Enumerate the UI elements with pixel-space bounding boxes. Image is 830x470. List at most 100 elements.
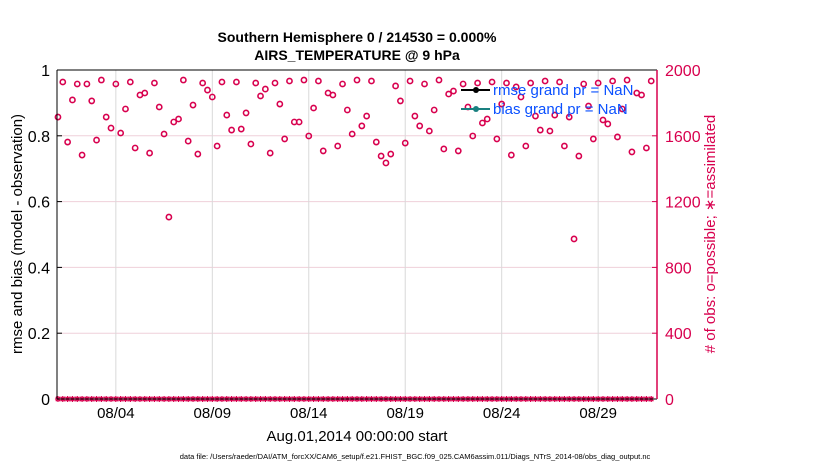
possible-obs-point <box>450 87 457 95</box>
possible-obs-point <box>179 76 187 84</box>
grid <box>57 70 657 399</box>
possible-obs-point <box>469 132 477 140</box>
possible-obs-point <box>614 133 621 141</box>
possible-obs-point <box>474 79 481 87</box>
possible-obs-point <box>387 150 395 158</box>
possible-obs-point <box>623 76 631 84</box>
possible-obs-point <box>618 105 626 113</box>
possible-obs-point <box>170 118 178 126</box>
possible-obs-point <box>78 151 86 159</box>
possible-obs-point <box>281 135 289 143</box>
possible-obs-point <box>411 112 419 120</box>
possible-obs-point <box>141 89 149 97</box>
possible-obs-point <box>237 125 245 133</box>
possible-obs-point <box>73 80 81 88</box>
possible-obs-point <box>642 144 650 152</box>
x-axis-label: Aug.01,2014 00:00:00 start <box>267 428 449 445</box>
possible-obs-point <box>276 100 284 108</box>
possible-obs-point <box>131 144 139 152</box>
possible-obs-point <box>88 97 96 105</box>
x-tick-label: 08/14 <box>290 405 328 422</box>
legend-bias-marker <box>473 106 479 112</box>
possible-obs-point <box>368 77 375 85</box>
chart-title-line2: AIRS_TEMPERATURE @ 9 hPa <box>254 47 460 63</box>
possible-obs-point <box>155 103 163 111</box>
possible-obs-point <box>97 76 105 84</box>
possible-obs-point <box>83 80 91 88</box>
possible-obs-point <box>440 145 448 153</box>
possible-obs-point <box>107 124 115 132</box>
possible-obs-point <box>483 115 491 123</box>
possible-obs-point <box>406 77 414 85</box>
possible-obs-point <box>329 91 337 99</box>
possible-obs-point <box>228 126 235 134</box>
right-tick-label: 1600 <box>665 129 701 146</box>
possible-obs-point <box>522 142 530 150</box>
possible-obs-point <box>184 137 192 145</box>
possible-obs-point <box>146 149 154 157</box>
possible-obs-point <box>339 80 346 88</box>
possible-obs-point <box>233 78 240 86</box>
possible-obs-point <box>353 76 361 84</box>
left-tick-label: 0.2 <box>28 326 50 343</box>
possible-obs-point <box>261 85 269 93</box>
possible-obs-point <box>507 151 515 159</box>
legend-rmse-label: rmse grand pr = NaN <box>493 82 633 99</box>
possible-obs-point <box>560 142 568 150</box>
possible-obs-point <box>541 77 549 85</box>
possible-obs-point <box>416 122 424 130</box>
x-tick-label: 08/29 <box>579 405 617 422</box>
possible-obs-point <box>421 80 428 88</box>
possible-obs-point <box>223 111 231 119</box>
possible-obs-point <box>266 149 274 157</box>
possible-obs-point <box>112 80 120 88</box>
x-tick-label: 08/09 <box>194 405 232 422</box>
possible-obs-point <box>160 130 168 138</box>
possible-obs-point <box>638 91 645 99</box>
possible-obs-point <box>358 122 366 130</box>
possible-obs-point <box>194 150 202 158</box>
possible-obs-point <box>117 129 125 137</box>
left-tick-label: 0.4 <box>28 260 50 277</box>
possible-obs-point <box>204 86 211 94</box>
possible-obs-point <box>257 92 264 100</box>
data-marks <box>54 76 655 402</box>
possible-obs-point <box>454 147 462 155</box>
possible-obs-point <box>594 79 602 87</box>
possible-obs-point <box>363 112 371 120</box>
right-tick-label: 2000 <box>665 63 701 80</box>
possible-obs-point <box>580 80 588 88</box>
possible-obs-point <box>252 79 260 87</box>
possible-obs-point <box>189 101 197 109</box>
possible-obs-point <box>93 136 100 144</box>
data-file-footer: data file: /Users/raeder/DAI/ATM_forcXX/… <box>180 452 651 461</box>
possible-obs-point <box>343 106 351 114</box>
possible-obs-point <box>551 111 559 119</box>
possible-obs-point <box>218 78 226 86</box>
possible-obs-point <box>565 113 573 121</box>
possible-obs-point <box>348 130 356 138</box>
possible-obs-point <box>334 142 342 150</box>
left-tick-label: 0.6 <box>28 195 50 212</box>
possible-obs-point <box>247 140 255 148</box>
legend-rmse-marker <box>473 87 479 93</box>
y-axis-label-left: rmse and bias (model - observation) <box>9 114 26 354</box>
possible-obs-point <box>372 138 380 146</box>
possible-obs-point <box>242 109 250 117</box>
possible-obs-point <box>527 79 535 87</box>
possible-obs-point <box>628 148 636 156</box>
possible-obs-point <box>54 113 62 121</box>
left-tick-label: 1 <box>41 63 50 80</box>
possible-obs-point <box>286 77 293 85</box>
legend-bias-label: bias grand pr = NaN <box>493 101 628 118</box>
axes: 0 0.2 0.4 0.6 0.8 1 0 400 800 1200 1600 2000 08/04 08… <box>28 63 701 422</box>
possible-obs-point <box>435 76 443 84</box>
possible-obs-point <box>151 79 158 87</box>
possible-obs-point <box>305 132 313 140</box>
possible-obs-point <box>165 213 173 221</box>
possible-obs-point <box>556 78 563 86</box>
y-axis-label-right: # of obs: o=possible; ∗=assimilated <box>702 115 719 354</box>
possible-obs-point <box>498 100 506 108</box>
x-tick-label: 08/24 <box>483 405 521 422</box>
